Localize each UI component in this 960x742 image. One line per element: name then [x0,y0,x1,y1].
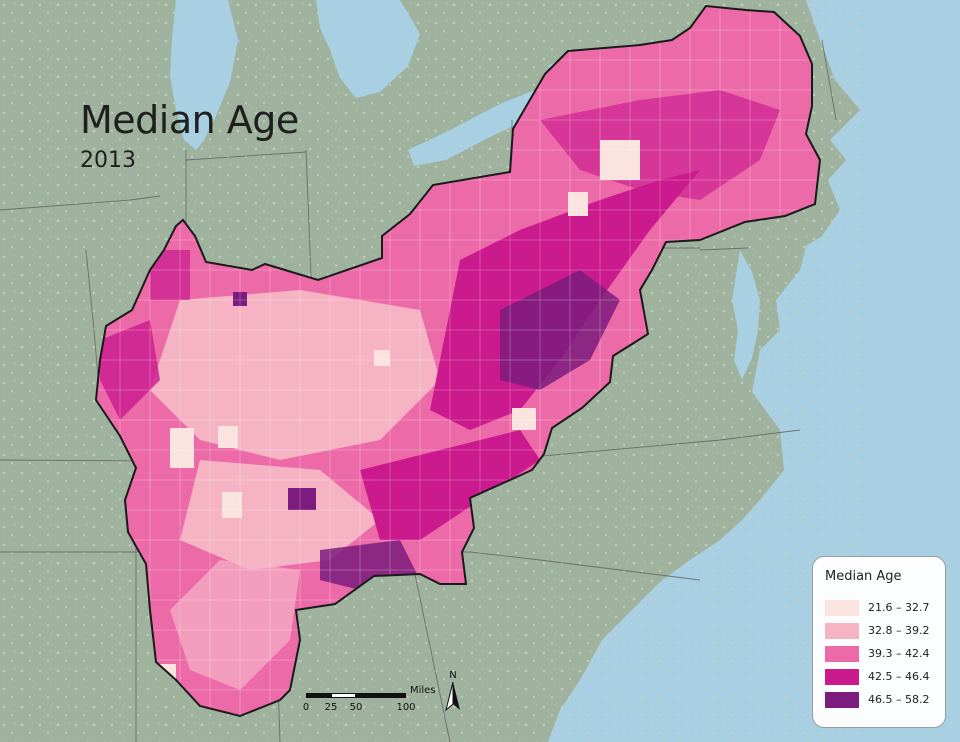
legend-label: 39.3 – 42.4 [868,647,930,660]
scale-segment [306,693,331,698]
map-subtitle: 2013 [80,148,136,173]
lake-michigan [170,0,238,150]
chesapeake-bay [732,250,760,380]
scale-tick-label: 25 [324,702,338,713]
map-title: Median Age [80,98,299,142]
lake-huron [316,0,420,98]
legend-swatch [825,599,859,616]
legend-swatch [825,622,859,639]
north-arrow: N [442,668,464,714]
legend-label: 46.5 – 58.2 [868,693,930,706]
legend-label: 21.6 – 32.7 [868,601,930,614]
scale-segment [356,693,406,698]
north-arrow-icon: N [445,670,460,712]
legend-item: 42.5 – 46.4 [825,665,935,688]
region-outline [94,4,822,718]
legend-swatch [825,668,859,685]
lake-erie [408,88,556,166]
legend-item: 46.5 – 58.2 [825,688,935,711]
scale-segment [331,693,356,698]
legend-item: 21.6 – 32.7 [825,596,935,619]
legend-label: 42.5 – 46.4 [868,670,930,683]
legend-swatch [825,645,859,662]
scale-tick-label: 0 [302,702,310,713]
legend-title: Median Age [825,569,902,584]
legend-item: 39.3 – 42.4 [825,642,935,665]
scale-tick-label: 50 [349,702,363,713]
scale-tick-label: 100 [396,702,416,713]
legend: Median Age 21.6 – 32.7 32.8 – 39.2 39.3 … [812,556,946,728]
legend-label: 32.8 – 39.2 [868,624,930,637]
legend-item: 32.8 – 39.2 [825,619,935,642]
scale-unit: Miles [410,685,436,696]
scale-bar: Miles 0 25 50 100 [302,685,446,716]
legend-swatch [825,691,859,708]
north-label: N [449,670,456,681]
